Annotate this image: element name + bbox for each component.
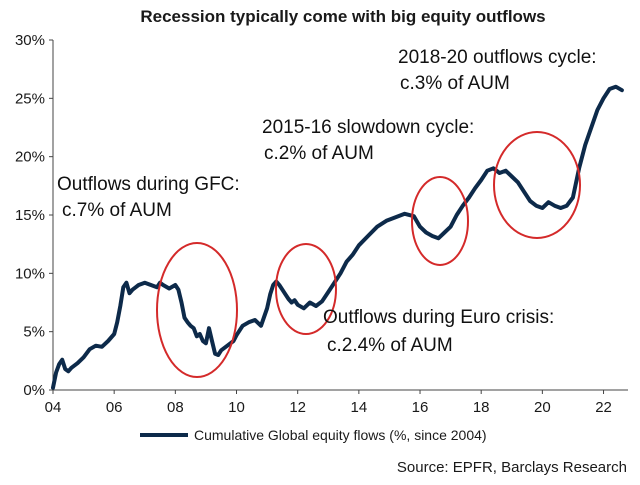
y-tick-label: 25%	[15, 90, 45, 107]
x-axis-ticks: 04 06 08 10 12 14 16 18 20 22	[45, 390, 612, 416]
series-line	[51, 84, 624, 390]
x-tick-label: 14	[351, 399, 368, 416]
y-tick-label: 30%	[15, 32, 45, 49]
annotation-gfc-line2: c.7% of AUM	[62, 200, 172, 221]
euro-crisis-highlight-circle	[275, 243, 337, 335]
x-tick-label: 08	[167, 399, 184, 416]
annotation-2018-20-line2: c.3% of AUM	[400, 73, 510, 94]
gfc-highlight-circle	[156, 242, 238, 378]
chart-title: Recession typically come with big equity…	[140, 7, 545, 26]
annotation-2018-20-line1: 2018-20 outflows cycle:	[398, 47, 597, 68]
annotation-2015-16-line1: 2015-16 slowdown cycle:	[262, 117, 474, 138]
source-note: Source: EPFR, Barclays Research	[397, 459, 627, 476]
legend: Cumulative Global equity flows (%, since…	[140, 427, 487, 443]
y-tick-label: 5%	[23, 324, 45, 341]
annotation-euro-crisis-line2: c.2.4% of AUM	[327, 335, 453, 356]
y-tick-label: 15%	[15, 207, 45, 224]
slowdown-2015-16-highlight-circle	[411, 176, 469, 266]
x-tick-label: 12	[289, 399, 306, 416]
y-tick-label: 0%	[23, 382, 45, 399]
y-axis-ticks: 0% 5% 10% 15% 20% 25% 30%	[15, 32, 53, 399]
y-tick-label: 20%	[15, 149, 45, 166]
x-tick-label: 06	[106, 399, 123, 416]
outflows-2018-20-highlight-circle	[493, 131, 581, 239]
legend-label: Cumulative Global equity flows (%, since…	[194, 427, 487, 443]
x-tick-label: 20	[534, 399, 551, 416]
y-tick-label: 10%	[15, 265, 45, 282]
annotation-2015-16-line2: c.2% of AUM	[264, 143, 374, 164]
x-tick-label: 18	[473, 399, 490, 416]
x-tick-label: 10	[228, 399, 245, 416]
x-tick-label: 04	[45, 399, 62, 416]
x-tick-label: 22	[595, 399, 612, 416]
annotation-euro-crisis-line1: Outflows during Euro crisis:	[323, 307, 554, 328]
annotation-gfc-line1: Outflows during GFC:	[57, 174, 240, 195]
x-tick-label: 16	[412, 399, 429, 416]
